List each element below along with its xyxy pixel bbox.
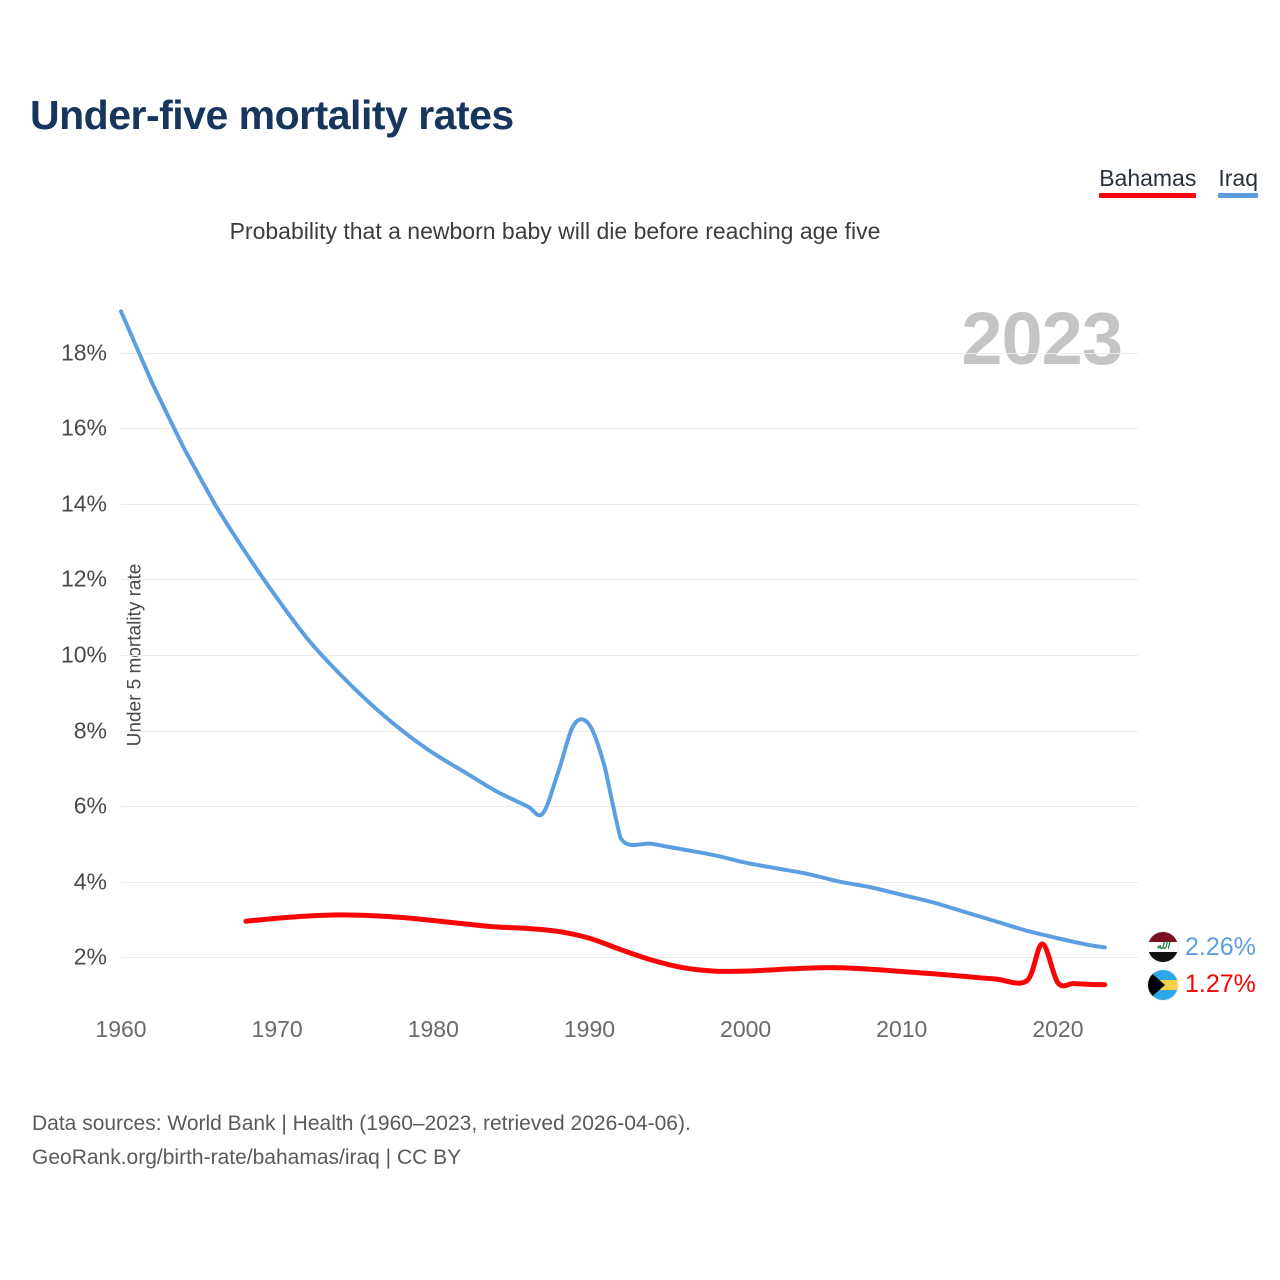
y-tick-label: 16% bbox=[60, 414, 107, 441]
y-tick-label: 6% bbox=[73, 792, 107, 819]
legend-item-bahamas[interactable]: Bahamas bbox=[1099, 165, 1197, 199]
y-tick-label: 18% bbox=[60, 339, 107, 366]
plot-area: 2023 Under 5 mortality rate 2% 4% 6% 8% 10% 1… bbox=[61, 300, 1256, 1043]
y-tick-label: 8% bbox=[73, 717, 107, 744]
x-tick-label: 2020 bbox=[1032, 1016, 1084, 1042]
footer-line-sources: Data sources: World Bank | Health (1960–… bbox=[32, 1112, 691, 1135]
gridline bbox=[121, 655, 1138, 656]
y-tick-label: 14% bbox=[60, 490, 107, 517]
gridline bbox=[121, 806, 1138, 808]
gridline bbox=[121, 881, 1138, 883]
footer-line-attribution: GeoRank.org/birth-rate/bahamas/iraq | CC… bbox=[32, 1146, 462, 1170]
x-tick-label: 1960 bbox=[95, 1016, 147, 1042]
gridline bbox=[121, 503, 1138, 505]
endpoint-value-bahamas: 1.27% bbox=[1185, 970, 1256, 999]
x-tick-label: 1970 bbox=[251, 1016, 303, 1042]
footer: Data sources: World Bank | Health (1960–… bbox=[32, 1107, 691, 1175]
series-lines bbox=[119, 309, 1108, 989]
legend-label-bahamas: Bahamas bbox=[1099, 165, 1197, 191]
x-tick-label: 1980 bbox=[407, 1016, 459, 1042]
x-tick-label: 2010 bbox=[876, 1016, 928, 1042]
y-tick-label: 2% bbox=[73, 943, 107, 970]
bahamas-flag-icon bbox=[1148, 969, 1178, 1000]
chart-legend: Bahamas Iraq bbox=[1099, 165, 1258, 199]
series-line-bahamas bbox=[243, 912, 1108, 989]
iraq-flag-icon: الله bbox=[1148, 932, 1178, 963]
gridline bbox=[121, 730, 1138, 732]
legend-item-iraq[interactable]: Iraq bbox=[1218, 165, 1258, 199]
page-title: Under-five mortality rates bbox=[30, 92, 514, 138]
endpoint-iraq: الله 2.26% bbox=[1148, 932, 1256, 963]
series-line-iraq bbox=[119, 309, 1107, 950]
chart-subtitle: Probability that a newborn baby will die… bbox=[229, 218, 881, 244]
gridline bbox=[121, 428, 1138, 430]
gridline bbox=[121, 957, 1138, 959]
y-tick-label: 4% bbox=[73, 868, 107, 895]
legend-rule-bahamas bbox=[1099, 193, 1197, 199]
x-tick-label: 1990 bbox=[563, 1016, 616, 1042]
legend-rule-iraq bbox=[1218, 193, 1258, 199]
x-tick-label: 2000 bbox=[720, 1016, 772, 1042]
gridline bbox=[121, 352, 1138, 354]
endpoint-value-iraq: 2.26% bbox=[1185, 932, 1256, 961]
legend-label-iraq: Iraq bbox=[1218, 165, 1258, 191]
gridline bbox=[121, 579, 1138, 581]
y-tick-label: 10% bbox=[60, 641, 107, 668]
endpoint-bahamas: 1.27% bbox=[1148, 969, 1256, 1000]
y-tick-label: 12% bbox=[60, 565, 107, 592]
